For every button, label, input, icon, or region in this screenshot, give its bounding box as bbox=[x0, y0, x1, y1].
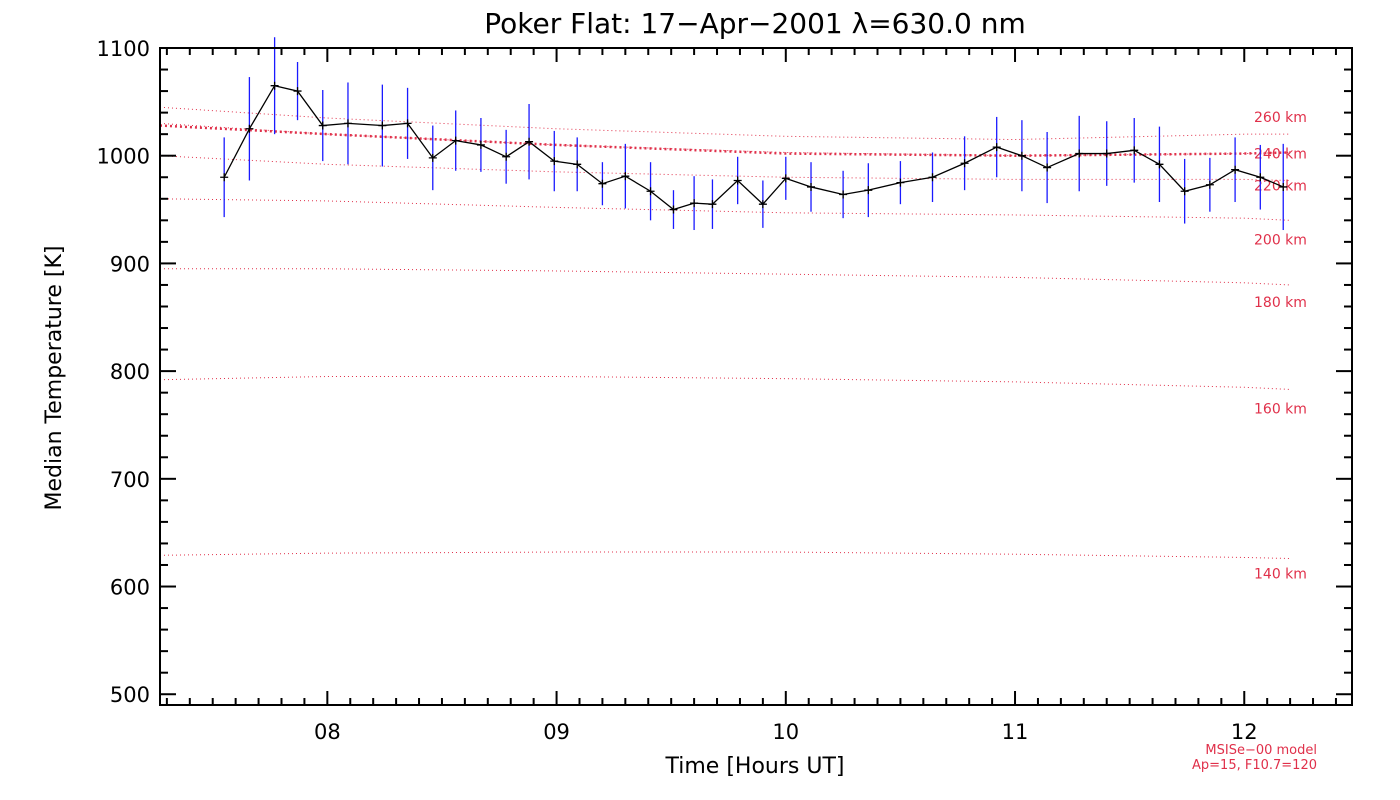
model-note-line1: MSISe−00 model bbox=[1205, 743, 1317, 758]
altitude-label: 200 km bbox=[1254, 232, 1307, 248]
data-point bbox=[669, 205, 678, 214]
data-point bbox=[1043, 163, 1052, 172]
temperature-line bbox=[223, 84, 1284, 211]
altitude-label: 240 km bbox=[1254, 146, 1307, 162]
x-tick-label: 10 bbox=[772, 720, 799, 744]
data-point bbox=[1231, 165, 1240, 174]
altitude-label: 160 km bbox=[1254, 401, 1307, 417]
y-tick-label: 700 bbox=[110, 468, 150, 492]
data-point bbox=[839, 190, 848, 199]
y-tick-label: 1000 bbox=[97, 145, 150, 169]
data-point bbox=[708, 200, 717, 209]
data-point bbox=[992, 143, 1001, 152]
data-point bbox=[1279, 182, 1288, 191]
data-point bbox=[525, 137, 534, 146]
data-point bbox=[1075, 149, 1084, 158]
x-tick-label: 12 bbox=[1231, 720, 1258, 744]
y-axis-title: Median Temperature [K] bbox=[42, 246, 67, 511]
data-point bbox=[758, 200, 767, 209]
axis-ticks: 08 09 10 11 12 500 600 700 800 900 1000 1100 bbox=[97, 37, 1352, 744]
altitude-label: 140 km bbox=[1254, 567, 1307, 583]
altitude-curve bbox=[159, 155, 1291, 181]
data-point bbox=[896, 178, 905, 187]
data-point bbox=[1130, 146, 1139, 155]
data-point bbox=[960, 159, 969, 168]
data-point bbox=[318, 121, 327, 130]
data-point bbox=[343, 119, 352, 128]
data-point bbox=[690, 199, 699, 208]
data-series bbox=[220, 81, 1288, 214]
data-point bbox=[646, 187, 655, 196]
data-point bbox=[1017, 151, 1026, 160]
data-point bbox=[807, 182, 816, 191]
y-tick-label: 900 bbox=[110, 252, 150, 276]
x-tick-label: 09 bbox=[543, 720, 570, 744]
y-tick-label: 600 bbox=[110, 576, 150, 600]
data-point bbox=[621, 172, 630, 181]
model-note-line2: Ap=15, F10.7=120 bbox=[1192, 758, 1317, 773]
plot-frame bbox=[159, 47, 1353, 706]
data-point bbox=[451, 136, 460, 145]
altitude-label: 260 km bbox=[1254, 110, 1307, 126]
data-point bbox=[378, 121, 387, 130]
y-tick-label: 1100 bbox=[97, 37, 150, 61]
altitude-curve bbox=[159, 551, 1291, 560]
data-point bbox=[928, 173, 937, 182]
error-bars bbox=[223, 37, 1284, 231]
chart-title: Poker Flat: 17−Apr−2001 λ=630.0 nm bbox=[484, 7, 1026, 40]
data-point bbox=[502, 152, 511, 161]
data-point bbox=[573, 160, 582, 169]
data-point bbox=[220, 173, 229, 182]
data-point bbox=[476, 140, 485, 149]
y-tick-label: 500 bbox=[110, 683, 150, 707]
data-point bbox=[598, 179, 607, 188]
data-point bbox=[1205, 180, 1214, 189]
data-point bbox=[1180, 187, 1189, 196]
x-tick-label: 08 bbox=[314, 720, 341, 744]
data-point bbox=[270, 81, 279, 90]
data-point bbox=[1102, 149, 1111, 158]
data-point bbox=[1256, 173, 1265, 182]
altitude-curve bbox=[160, 268, 1291, 286]
data-point bbox=[733, 176, 742, 185]
altitude-curve bbox=[159, 106, 1291, 141]
data-point bbox=[428, 153, 437, 162]
data-point bbox=[781, 174, 790, 183]
altitude-curve bbox=[159, 376, 1291, 390]
y-tick-label: 800 bbox=[110, 360, 150, 384]
data-point bbox=[245, 124, 254, 133]
data-point bbox=[864, 186, 873, 195]
data-point bbox=[1155, 160, 1164, 169]
model-exospheric-curve bbox=[159, 124, 1291, 157]
altitude-curve bbox=[159, 198, 1291, 221]
x-tick-label: 11 bbox=[1002, 720, 1029, 744]
data-point bbox=[403, 119, 412, 128]
model-curve bbox=[159, 124, 1291, 157]
x-axis-title: Time [Hours UT] bbox=[665, 754, 845, 779]
altitude-label: 180 km bbox=[1254, 295, 1307, 311]
data-point bbox=[550, 157, 559, 166]
data-point bbox=[293, 87, 302, 96]
